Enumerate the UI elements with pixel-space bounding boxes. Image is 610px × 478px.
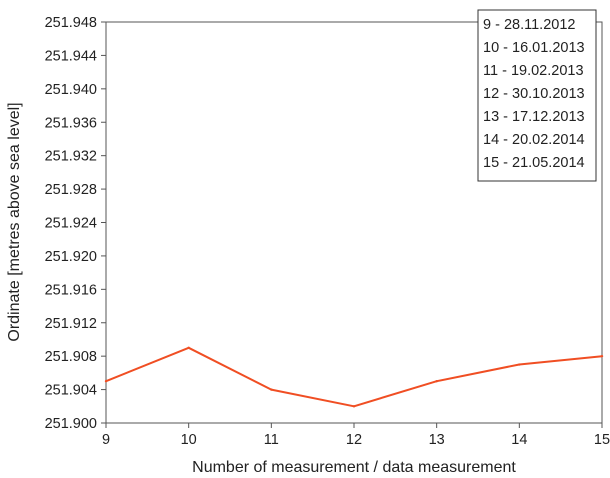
y-tick-label: 251.908 <box>45 349 97 365</box>
data-point <box>518 363 521 366</box>
y-tick-label: 251.904 <box>45 383 97 399</box>
legend-box <box>477 9 597 182</box>
y-tick-label: 251.936 <box>45 115 97 131</box>
y-tick-label: 251.940 <box>45 82 97 98</box>
x-tick-label: 9 <box>102 432 110 448</box>
y-tick-label: 251.916 <box>45 282 97 298</box>
y-tick-label: 251.944 <box>45 48 97 64</box>
data-point <box>187 346 190 350</box>
legend-entry: 9 - 28.11.2012 <box>483 17 575 33</box>
series-layer <box>104 346 604 408</box>
legend: 9 - 28.11.2012 10 - 16.01.2013 11 - 19.02.… <box>477 9 597 182</box>
y-axis-ticks: 251.900 251.904 251.908 251.912 251.916 251.9… <box>45 15 106 432</box>
y-tick-label: 251.912 <box>45 316 97 332</box>
data-point <box>270 388 273 391</box>
data-point <box>435 380 438 383</box>
legend-entry: 11 - 19.02.2013 <box>483 63 584 79</box>
data-point <box>600 354 604 358</box>
data-point <box>104 380 108 383</box>
legend-entry: 14 - 20.02.2014 <box>483 132 585 148</box>
x-axis-title: Number of measurement / data measurement <box>192 459 516 476</box>
y-tick-label: 251.948 <box>45 15 97 31</box>
x-tick-label: 14 <box>511 432 527 448</box>
y-tick-label: 251.924 <box>45 216 97 232</box>
y-tick-label: 251.928 <box>45 182 97 198</box>
x-tick-label: 11 <box>264 432 279 448</box>
legend-entry: 13 - 17.12.2013 <box>483 109 585 125</box>
x-axis-ticks: 9 10 11 12 13 14 15 <box>102 423 610 448</box>
legend-entry: 12 - 30.10.2013 <box>483 86 585 102</box>
y-tick-label: 251.932 <box>45 149 97 165</box>
y-tick-label: 251.920 <box>45 249 97 265</box>
x-tick-label: 15 <box>594 432 610 448</box>
x-tick-label: 12 <box>346 432 362 448</box>
x-tick-label: 10 <box>181 432 197 448</box>
legend-entry: 15 - 21.05.2014 <box>483 155 585 171</box>
series-line <box>105 346 603 408</box>
y-axis-title: Ordinate [metres above sea level] <box>6 102 23 341</box>
legend-entry: 10 - 16.01.2013 <box>483 40 585 56</box>
y-tick-label: 251.900 <box>45 416 97 432</box>
data-point <box>352 405 356 408</box>
x-tick-label: 13 <box>429 432 445 448</box>
